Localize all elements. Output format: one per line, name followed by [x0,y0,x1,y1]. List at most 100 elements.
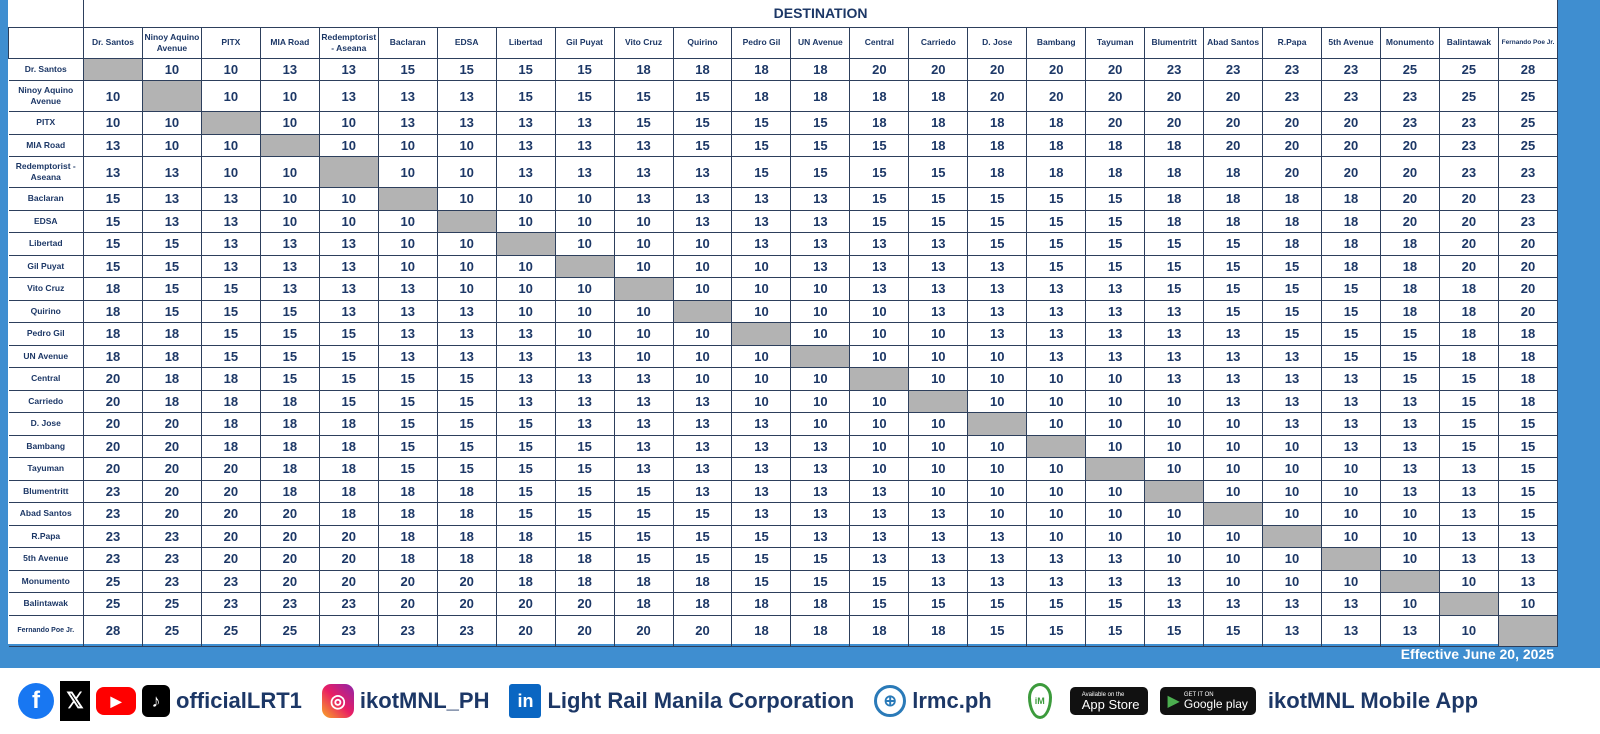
fare-cell: 15 [1379,367,1440,391]
fare-cell: 15 [495,457,556,481]
fare-cell: 20 [1026,80,1087,112]
fare-cell: 20 [1321,111,1381,135]
fare-cell: 15 [1262,299,1323,323]
fare-cell: 18 [1085,156,1146,188]
fare-cell: 25 [1497,111,1559,135]
fare-cell: 10 [672,367,733,391]
fare-cell: 10 [790,367,851,391]
fare-cell: 25 [259,614,320,647]
diagonal-cell [318,156,379,188]
table-row: Blumentritt 23 20 20 18 18 18 18 15 15 15 13 13 13 13 1… [8,479,1559,503]
table-row: 5th Avenue 23 23 20 20 20 18 18 18 18 15 15 15 15 13 13… [8,547,1559,571]
fare-cell: 20 [1497,299,1559,323]
table-row: Bambang 20 20 18 18 18 15 15 15 15 13 13 13 13 10 10 10 1… [8,434,1559,458]
facebook-icon[interactable]: f [18,683,54,719]
row-header: Blumentritt [8,479,84,503]
app-store-small: Available on the [1081,691,1125,698]
fare-cell: 13 [141,209,202,233]
column-header: Vito Cruz [613,26,674,59]
fare-cell: 15 [1497,412,1559,436]
fare-cell: 10 [259,80,320,112]
fare-cell: 15 [1262,254,1323,278]
row-header: Balintawak [8,592,84,616]
fare-cell: 18 [83,299,143,323]
fare-cell: 15 [554,524,615,548]
fare-cell: 20 [1497,277,1559,301]
fare-cell: 10 [1026,367,1087,391]
fare-cell: 15 [200,299,261,323]
fare-cell: 13 [1497,569,1559,593]
table-row: Redemptorist - Aseana 13 13 10 10 10 10 13 13 13 1… [8,156,1559,188]
fare-cell: 20 [1497,254,1559,278]
fare-cell: 18 [1026,133,1087,157]
fare-cell: 10 [1203,479,1264,503]
fare-cell: 18 [318,457,379,481]
linkedin-icon[interactable]: in [509,684,542,718]
fare-cell: 20 [259,547,320,571]
app-store-button[interactable]: Available on the App Store [1069,687,1148,715]
fare-cell: 20 [1321,156,1381,188]
google-play-button[interactable]: ▶ GET IT ON Google play [1159,687,1256,715]
fare-cell: 13 [1203,389,1264,413]
fare-cell: 20 [83,434,143,458]
fare-cell: 18 [495,524,556,548]
fare-cell: 20 [200,524,261,548]
fare-cell: 20 [1203,80,1264,112]
fare-cell: 13 [672,389,733,413]
fare-cell: 20 [495,592,556,616]
diagonal-cell [436,209,497,233]
fare-cell: 10 [141,111,202,135]
destination-header: DESTINATION [82,0,1559,28]
fare-cell: 13 [1144,299,1205,323]
fare-cell: 13 [436,344,497,368]
column-header: Balintawak [1438,26,1499,59]
fare-cell: 15 [1321,277,1381,301]
fare-cell: 23 [1497,156,1559,188]
fare-cell: 13 [908,277,969,301]
fare-cell: 10 [613,254,674,278]
fare-cell: 18 [1497,367,1559,391]
fare-cell: 10 [731,254,792,278]
fare-cell: 18 [318,502,379,526]
fare-cell: 13 [1438,502,1499,526]
fare-cell: 20 [83,457,143,481]
fare-cell: 10 [1379,524,1440,548]
fare-cell: 10 [731,299,792,323]
fare-cell: 13 [1144,592,1205,616]
globe-icon[interactable]: ⊕ [874,685,907,717]
instagram-icon[interactable]: ◎ [321,684,354,718]
fare-cell: 15 [554,502,615,526]
fare-cell: 10 [613,232,674,256]
instagram-handle[interactable]: ikotMNL_PH [359,688,490,713]
fare-cell: 13 [1262,412,1323,436]
fare-cell: 13 [849,547,910,571]
fare-cell: 13 [436,322,497,346]
fare-cell: 10 [1321,524,1381,548]
fare-cell: 10 [554,299,615,323]
youtube-icon[interactable]: ▶ [96,687,136,715]
fare-cell: 18 [1321,232,1381,256]
social-handle[interactable]: officialLRT1 [176,688,302,713]
fare-cell: 13 [554,412,615,436]
fare-cell: 13 [613,457,674,481]
linkedin-name[interactable]: Light Rail Manila Corporation [547,688,855,713]
fare-cell: 13 [731,434,792,458]
fare-cell: 18 [259,434,320,458]
fare-cell: 15 [436,412,497,436]
website-link[interactable]: lrmc.ph [912,688,992,713]
fare-cell: 10 [200,133,261,157]
fare-cell: 13 [318,232,379,256]
fare-cell: 18 [141,389,202,413]
column-header: D. Jose [967,26,1028,59]
x-icon[interactable]: 𝕏 [60,681,90,721]
tiktok-icon[interactable]: ♪ [142,685,170,717]
fare-cell: 15 [1497,457,1559,481]
fare-cell: 13 [613,156,674,188]
fare-cell: 10 [967,434,1028,458]
fare-cell: 23 [83,502,143,526]
fare-cell: 18 [377,479,438,503]
fare-cell: 10 [790,277,851,301]
fare-cell: 18 [1262,209,1323,233]
fare-cell: 10 [1203,434,1264,458]
fare-cell: 23 [318,592,379,616]
